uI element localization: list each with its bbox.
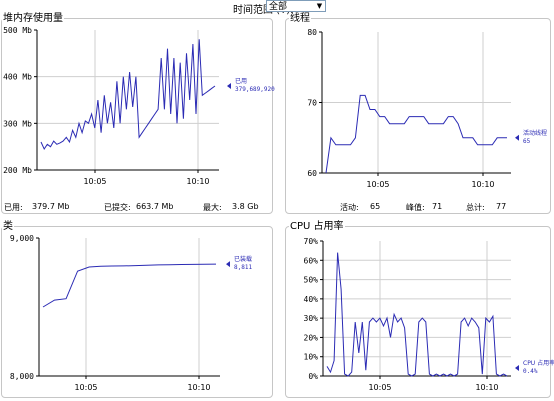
threads-xtick-label: 10:10 [471, 180, 494, 189]
threads-panel-title: 线程 [289, 13, 311, 24]
heap-series-line [40, 39, 216, 151]
threads-legend-value: 65 [523, 138, 531, 145]
classes-axes [38, 238, 220, 377]
classes-legend-value: 8,811 [234, 264, 252, 271]
cpu-ytick-label: 40% [304, 295, 319, 304]
threads-xtick-label: 10:05 [366, 180, 389, 189]
threads-peak-value: 71 [432, 202, 443, 211]
threads-legend-name: 活动线程 [523, 129, 547, 137]
heap-ytick-label: 300 Mb [3, 119, 32, 128]
cpu-legend-value: 0.4% [523, 368, 538, 375]
classes-xtick-label: 10:05 [74, 383, 97, 392]
cpu-panel-title: CPU 占用率 [289, 221, 345, 232]
cpu-ytick-label: 70% [304, 237, 319, 246]
threads-total-label: 总计: [466, 203, 485, 212]
heap-committed-value: 663.7 Mb [136, 202, 174, 211]
cpu-ytick-label: 20% [304, 333, 319, 342]
cpu-ytick-label: 60% [304, 256, 319, 265]
cpu-ytick-label: 10% [304, 353, 319, 362]
time-range-select[interactable]: 全部 ▼ [266, 0, 326, 12]
threads-live-label: 活动: [340, 203, 359, 212]
threads-legend-marker [515, 134, 519, 141]
heap-used-value: 379.7 Mb [32, 202, 70, 211]
heap-panel [1, 18, 273, 214]
time-range-label: 时间范围 (T): [233, 5, 294, 16]
classes-xtick-label: 10:10 [187, 383, 210, 392]
cpu-ytick-label: 30% [304, 314, 319, 323]
heap-max-value: 3.8 Gb [232, 202, 259, 211]
threads-ytick-label: 60 [307, 169, 317, 178]
heap-ytick-label: 200 Mb [3, 166, 32, 175]
heap-xtick-label: 10:05 [83, 177, 106, 186]
classes-ytick-label: 9,000 [10, 234, 34, 243]
heap-panel-title: 堆内存使用量 [2, 13, 64, 24]
classes-panel [1, 226, 273, 398]
classes-legend-name: 已装载 [234, 255, 252, 263]
threads-axes [321, 32, 511, 174]
cpu-panel [285, 226, 551, 398]
threads-panel [285, 18, 551, 214]
threads-ytick-label: 70 [307, 99, 317, 108]
heap-legend-name: 已用 [235, 78, 247, 85]
cpu-legend-name: CPU 占用率 [523, 359, 554, 367]
heap-footer: 已用: 379.7 Mb 已提交: 663.7 Mb 最大: 3.8 Gb [4, 202, 259, 265]
heap-used-label: 已用: [4, 203, 23, 212]
cpu-legend-marker [515, 365, 519, 371]
threads-ytick-label: 80 [307, 28, 317, 37]
threads-total-value: 77 [496, 202, 507, 211]
classes-legend-marker [226, 261, 230, 268]
classes-panel-title: 类 [2, 221, 14, 232]
time-range-value: 全部 [269, 2, 288, 12]
classes-series-line [42, 263, 217, 308]
heap-legend-value: 379,689,920 [235, 86, 275, 93]
heap-committed-label: 已提交: [104, 203, 131, 212]
cpu-ytick-label: 50% [304, 276, 319, 285]
cpu-xtick-label: 10:05 [368, 383, 391, 392]
cpu-series-line [326, 252, 508, 377]
threads-footer: 活动: 65 峰值: 71 总计: 77 [340, 202, 506, 265]
cpu-axes [322, 241, 511, 377]
classes-ytick-label: 8,000 [10, 372, 34, 381]
threads-live-value: 65 [370, 202, 381, 211]
heap-ytick-label: 500 Mb [3, 26, 32, 35]
heap-ytick-label: 400 Mb [3, 73, 32, 82]
heap-xtick-label: 10:10 [186, 177, 209, 186]
heap-axes [36, 30, 219, 171]
cpu-xtick-label: 10:10 [475, 383, 498, 392]
time-range-bar: 时间范围 (T): 全部 ▼ [0, 0, 554, 16]
heap-legend-marker [227, 83, 231, 89]
heap-max-label: 最大: [203, 203, 222, 212]
cpu-ytick-label: 0% [308, 372, 318, 381]
threads-series-line [325, 94, 507, 174]
threads-peak-label: 峰值: [406, 203, 425, 212]
chevron-down-icon[interactable]: ▼ [316, 2, 323, 10]
